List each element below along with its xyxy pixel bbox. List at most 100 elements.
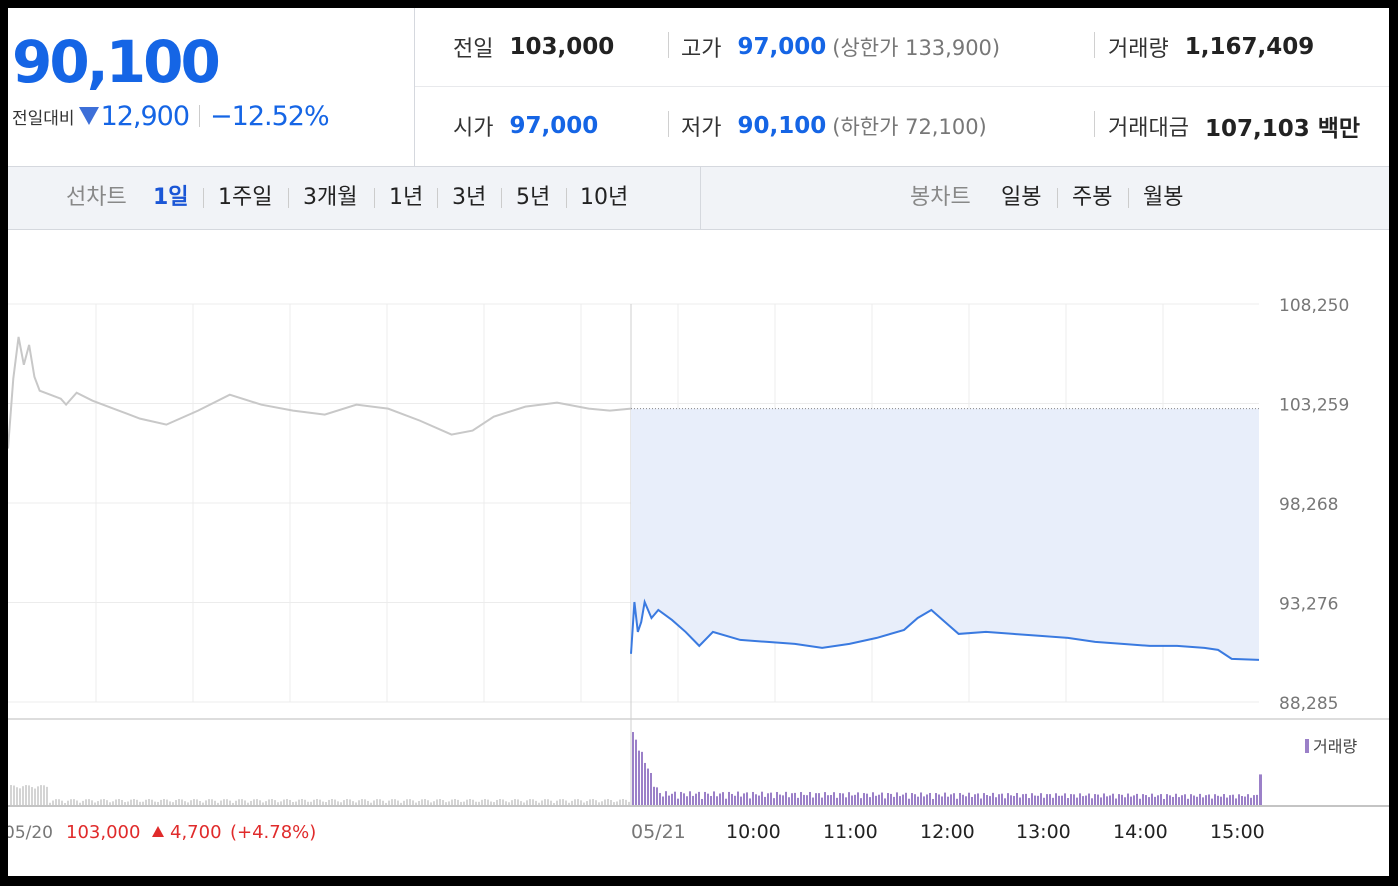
volume-bar: [731, 793, 733, 805]
volume-bar: [869, 797, 871, 805]
volume-bar: [523, 802, 525, 805]
volume-bar: [1025, 793, 1027, 805]
volume-bar: [553, 802, 555, 805]
volume-bar: [220, 800, 222, 805]
volume-bar: [208, 799, 210, 805]
tab-1-day[interactable]: 1일: [153, 185, 189, 210]
volume-bar: [595, 800, 597, 805]
volume-bar: [1052, 797, 1054, 805]
volume-legend-swatch: [1305, 739, 1309, 753]
volume-bar: [397, 800, 399, 805]
tab-3-years[interactable]: 3년: [452, 185, 487, 210]
volume-bar: [610, 800, 612, 805]
volume-bar: [325, 802, 327, 805]
volume-bar: [1004, 798, 1006, 805]
volume-bar: [382, 800, 384, 805]
volume-bar: [1214, 794, 1216, 805]
series-05-20-line: [8, 336, 632, 449]
volume-bar: [920, 792, 922, 805]
volume-bar: [217, 802, 219, 805]
volume-bar: [58, 799, 60, 805]
current-price-box: 90,100 전일대비 12,900 −12.52%: [8, 8, 415, 166]
volume-bar: [421, 799, 423, 805]
volume-bar: [911, 793, 913, 805]
volume-bar: [938, 794, 940, 805]
volume-bar: [199, 801, 201, 805]
stat-value: 103,000: [509, 34, 615, 60]
volume-bar: [256, 799, 258, 805]
volume-bar: [541, 800, 543, 805]
volume-bar: [118, 799, 120, 805]
volume-bar: [833, 792, 835, 805]
volume-bar: [73, 799, 75, 805]
volume-bar: [226, 799, 228, 805]
volume-bar: [367, 800, 369, 805]
current-price: 90,100: [12, 28, 221, 96]
volume-bar: [37, 786, 39, 805]
volume-bar: [1172, 796, 1174, 805]
stat-low: 저가 90,100 (하한가 72,100): [681, 87, 987, 165]
volume-bar: [109, 802, 111, 805]
volume-bar: [28, 785, 30, 805]
volume-bar: [1238, 794, 1240, 805]
volume-bar: [788, 797, 790, 805]
volume-bar: [244, 800, 246, 805]
volume-bar: [956, 798, 958, 805]
volume-bar: [1082, 796, 1084, 805]
volume-bar: [412, 800, 414, 805]
x-tick-label: 12:00: [920, 821, 975, 843]
tab-monthly-candle[interactable]: 월봉: [1143, 185, 1184, 210]
volume-bar: [875, 795, 877, 805]
volume-bars: [10, 732, 1262, 805]
volume-bar: [1247, 794, 1249, 805]
volume-bar: [601, 801, 603, 805]
volume-bar: [274, 800, 276, 805]
tab-divider: [1128, 188, 1129, 208]
volume-bar: [535, 800, 537, 805]
volume-bar: [761, 791, 763, 805]
volume-bar: [1031, 793, 1033, 805]
volume-bar: [361, 799, 363, 805]
volume-bar: [722, 792, 724, 805]
volume-bar: [1130, 796, 1132, 805]
volume-bar: [893, 796, 895, 805]
volume-bar: [674, 791, 676, 805]
volume-bar: [424, 799, 426, 805]
chart-area: [631, 408, 1259, 660]
volume-bar: [70, 799, 72, 805]
tab-3-months[interactable]: 3개월: [303, 185, 358, 210]
stat-value: 90,100: [737, 113, 827, 139]
volume-bar: [1235, 798, 1237, 805]
volume-bar: [692, 795, 694, 805]
volume-bar: [319, 799, 321, 805]
tab-10-years[interactable]: 10년: [580, 185, 629, 210]
volume-bar: [184, 801, 186, 805]
volume-bar: [85, 799, 87, 805]
stat-open: 시가 97,000: [453, 87, 598, 165]
volume-bar: [1118, 794, 1120, 805]
volume-bar: [130, 799, 132, 805]
volume-bar: [562, 799, 564, 805]
volume-bar: [622, 799, 624, 805]
volume-bar: [292, 802, 294, 805]
volume-bar: [268, 799, 270, 805]
change-amount: 12,900: [100, 100, 190, 132]
tab-5-years[interactable]: 5년: [516, 185, 551, 210]
tab-1-year[interactable]: 1년: [389, 185, 424, 210]
volume-bar: [752, 791, 754, 805]
volume-bar: [1199, 793, 1201, 805]
volume-bar: [968, 792, 970, 805]
x-tick-label: 05/20: [8, 823, 53, 843]
volume-bar: [1142, 794, 1144, 805]
volume-bar: [19, 788, 21, 805]
tab-weekly-candle[interactable]: 주봉: [1072, 185, 1113, 210]
volume-bar: [232, 802, 234, 805]
volume-bar: [52, 800, 54, 805]
price-chart: 108,250 103,259 98,268 93,276 88,285 거래량 05/20…: [8, 296, 1389, 843]
volume-bar: [76, 800, 78, 805]
volume-bar: [716, 796, 718, 805]
volume-bar: [481, 799, 483, 805]
tab-1-week[interactable]: 1주일: [218, 185, 273, 210]
tab-daily-candle[interactable]: 일봉: [1001, 185, 1042, 210]
volume-bar: [373, 800, 375, 805]
